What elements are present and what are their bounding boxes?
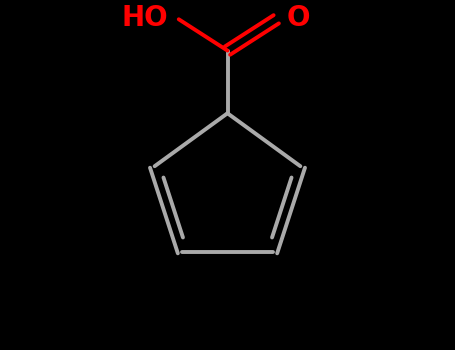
Text: HO: HO — [121, 4, 168, 32]
Text: O: O — [287, 4, 310, 32]
